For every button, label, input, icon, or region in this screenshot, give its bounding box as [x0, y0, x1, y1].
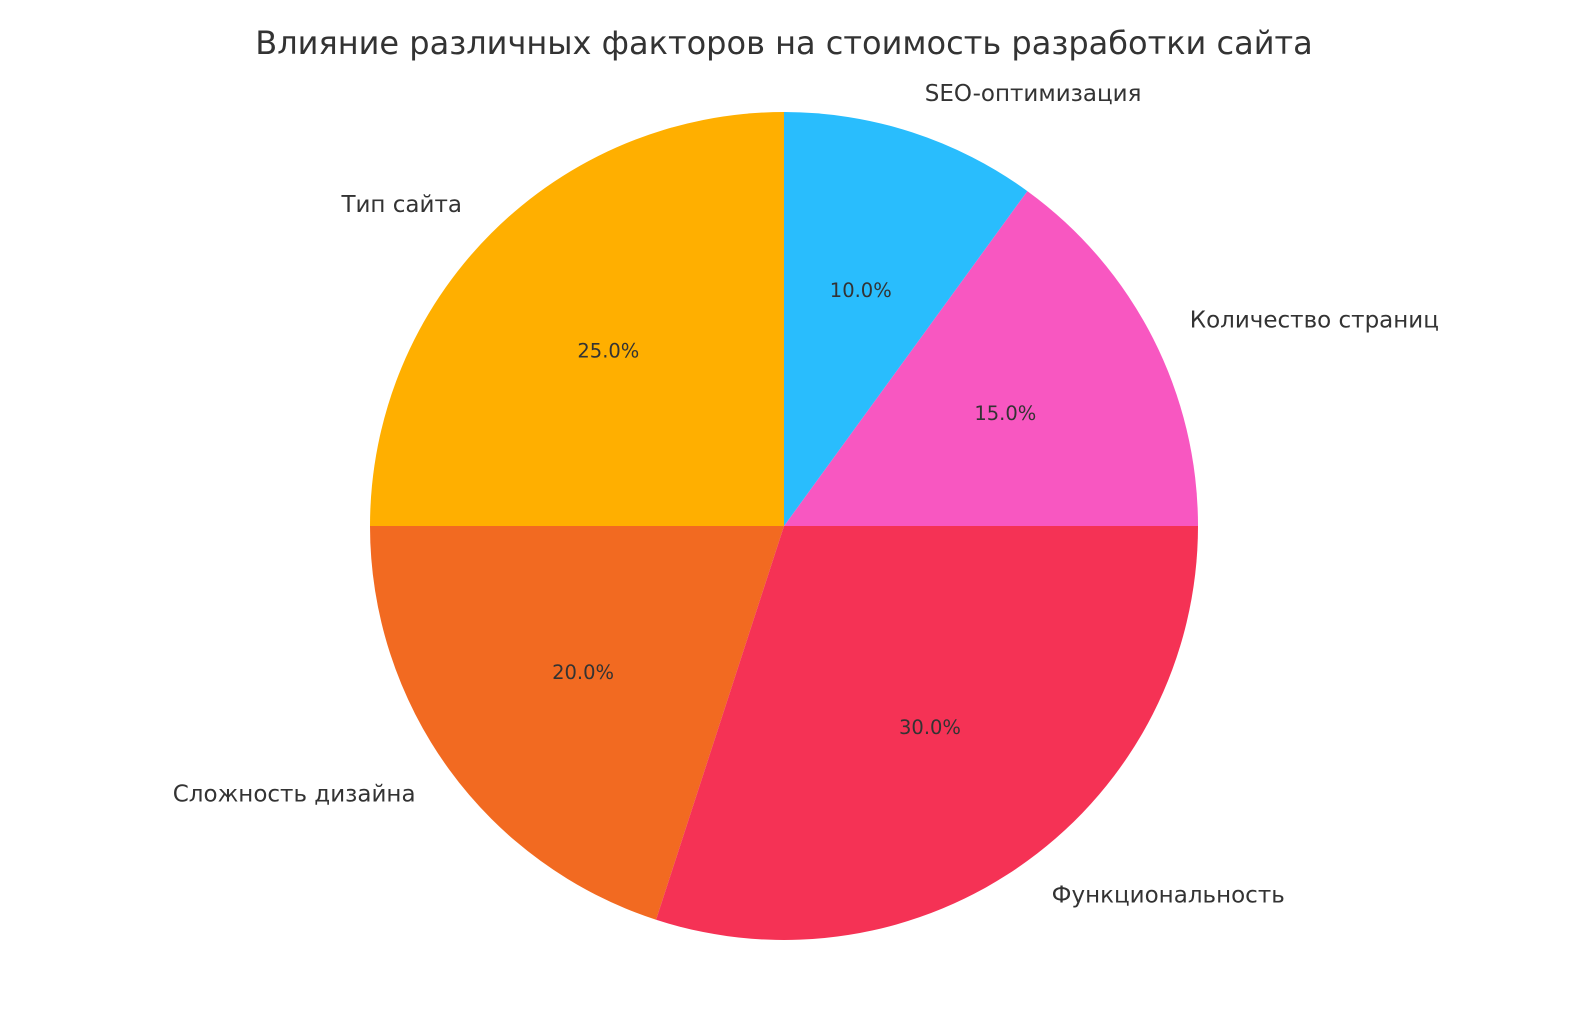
slice-percent-label: 30.0% [899, 716, 961, 739]
slice-label: Тип сайта [340, 192, 462, 218]
slice-percent-label: 15.0% [974, 402, 1036, 425]
pie-slice [370, 526, 784, 920]
slice-label: SEO-оптимизация [925, 81, 1142, 107]
slice-label: Количество страниц [1190, 307, 1439, 333]
slice-percent-label: 10.0% [830, 279, 892, 302]
chart-title: Влияние различных факторов на стоимость … [255, 24, 1313, 62]
slice-percent-label: 25.0% [577, 339, 639, 362]
pie-slice [656, 526, 1198, 940]
pie-slice [784, 191, 1198, 527]
slice-percent-label: 20.0% [552, 661, 614, 684]
slice-label: Сложность дизайна [173, 782, 416, 808]
slice-label: Функциональность [1052, 882, 1285, 908]
pie-slice [784, 112, 1028, 526]
pie-slice [370, 112, 784, 526]
